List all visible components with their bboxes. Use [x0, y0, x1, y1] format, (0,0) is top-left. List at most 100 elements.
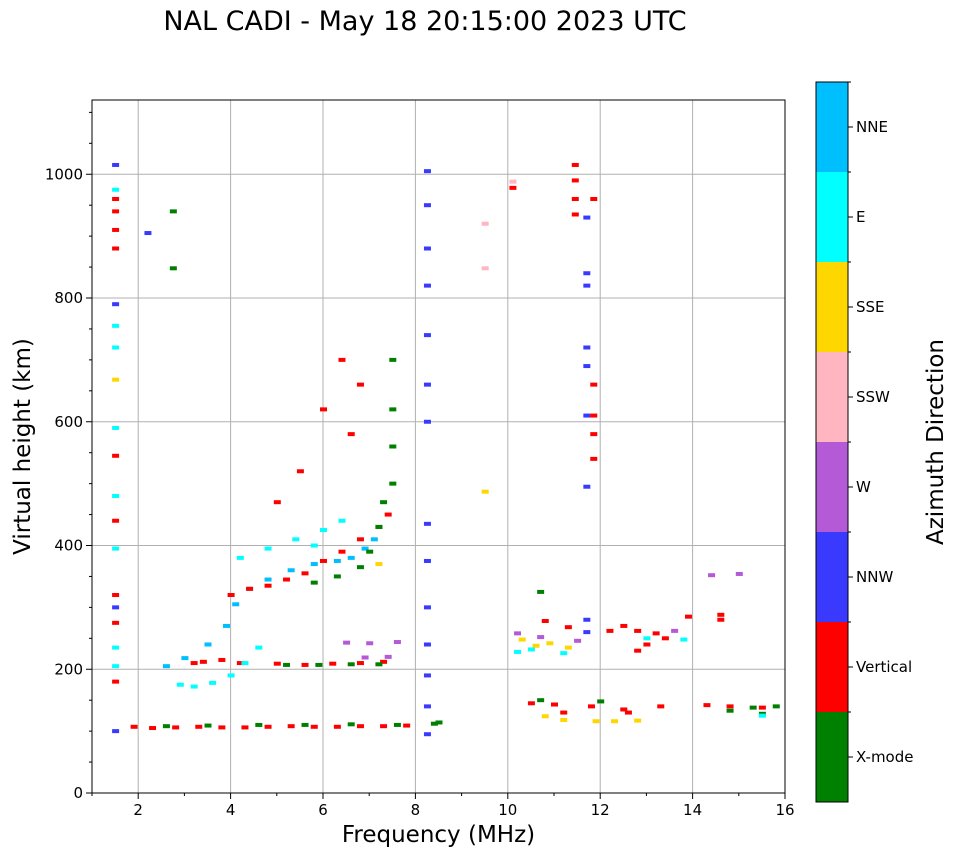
echo-mark — [112, 620, 120, 625]
colorbar-tick-label: SSE — [856, 298, 885, 316]
echo-mark — [560, 717, 568, 722]
colorbar-tick-label: W — [856, 478, 871, 496]
echo-mark — [112, 345, 120, 350]
echo-mark — [241, 725, 249, 730]
echo-mark — [384, 654, 392, 659]
echo-mark — [310, 562, 318, 567]
echo-mark — [112, 323, 120, 328]
echo-mark — [380, 500, 388, 505]
echo-mark — [657, 704, 665, 709]
echo-mark — [509, 185, 517, 190]
x-axis-label: Frequency (MHz) — [342, 822, 535, 848]
colorbar-tick-label: E — [856, 208, 865, 226]
echo-mark — [209, 680, 217, 685]
y-tick-label: 1000 — [45, 165, 83, 183]
echo-mark — [509, 179, 517, 184]
echo-mark — [717, 612, 725, 617]
echo-mark — [112, 645, 120, 650]
echo-mark — [333, 574, 341, 579]
echo-mark — [571, 197, 579, 201]
echo-mark — [347, 662, 355, 667]
echo-mark — [310, 543, 318, 548]
echo-mark — [292, 537, 300, 542]
echo-mark — [273, 500, 281, 505]
echo-mark — [112, 679, 120, 684]
echo-mark — [356, 382, 364, 387]
echo-mark — [380, 659, 388, 664]
echo-mark — [347, 432, 355, 437]
x-tick-label: 14 — [683, 801, 702, 819]
echo-mark — [264, 546, 272, 551]
y-tick-label: 400 — [54, 537, 83, 555]
echo-mark — [590, 432, 598, 437]
y-tick-label: 200 — [54, 660, 83, 678]
echo-mark — [356, 537, 364, 542]
y-tick-label: 800 — [54, 289, 83, 307]
colorbar-segment — [816, 82, 848, 172]
echo-mark — [393, 722, 401, 727]
echo-mark — [551, 702, 558, 707]
colorbar-tick-label: Vertical — [856, 658, 912, 676]
echo-mark — [590, 382, 598, 387]
echo-mark — [527, 701, 535, 706]
echo-mark — [366, 641, 374, 646]
echo-mark — [583, 283, 591, 288]
echo-mark — [435, 720, 443, 725]
echo-mark — [546, 641, 554, 646]
echo-mark — [389, 444, 397, 449]
echo-mark — [343, 640, 351, 645]
colorbar-tick-label: SSW — [856, 388, 890, 406]
x-tick-label: 12 — [591, 801, 610, 819]
echo-mark — [112, 187, 120, 192]
echo-mark — [112, 227, 120, 232]
echo-mark — [583, 364, 591, 369]
echo-mark — [264, 577, 272, 582]
echo-mark — [423, 673, 431, 678]
echo-mark — [514, 631, 522, 636]
echo-mark — [333, 724, 341, 729]
echo-mark — [366, 549, 374, 554]
echo-mark — [112, 546, 120, 551]
echo-mark — [583, 484, 591, 489]
echo-mark — [329, 661, 337, 666]
echo-mark — [204, 642, 212, 647]
echo-mark — [571, 178, 579, 183]
echo-mark — [423, 333, 431, 338]
echo-mark — [772, 704, 780, 709]
echo-mark — [255, 722, 263, 727]
echo-mark — [310, 724, 318, 729]
echo-mark — [149, 726, 157, 731]
x-tick-label: 6 — [318, 801, 328, 819]
echo-mark — [684, 614, 692, 619]
echo-mark — [112, 377, 120, 382]
echo-mark — [583, 215, 591, 220]
echo-mark — [301, 662, 309, 667]
y-tick-label: 600 — [54, 413, 83, 431]
echo-mark — [347, 555, 355, 560]
echo-mark — [112, 605, 120, 610]
echo-mark — [296, 469, 304, 474]
echo-mark — [643, 642, 651, 647]
echo-mark — [204, 723, 212, 728]
echo-mark — [393, 640, 401, 645]
echo-mark — [537, 698, 545, 703]
echo-mark — [338, 518, 346, 523]
echo-mark — [389, 357, 397, 362]
echo-mark — [338, 549, 346, 554]
echo-mark — [717, 617, 725, 622]
echo-mark — [583, 617, 591, 622]
echo-mark — [112, 593, 120, 597]
echo-mark — [527, 647, 535, 652]
echo-mark — [301, 571, 309, 576]
echo-mark — [423, 169, 431, 174]
echo-mark — [481, 221, 489, 226]
echo-mark — [232, 602, 240, 607]
echo-mark — [246, 586, 254, 591]
x-tick-label: 8 — [411, 801, 421, 819]
echo-mark — [708, 573, 716, 578]
echo-mark — [430, 721, 438, 726]
echo-mark — [606, 628, 614, 633]
echo-mark — [537, 589, 545, 594]
echo-mark — [583, 630, 591, 635]
